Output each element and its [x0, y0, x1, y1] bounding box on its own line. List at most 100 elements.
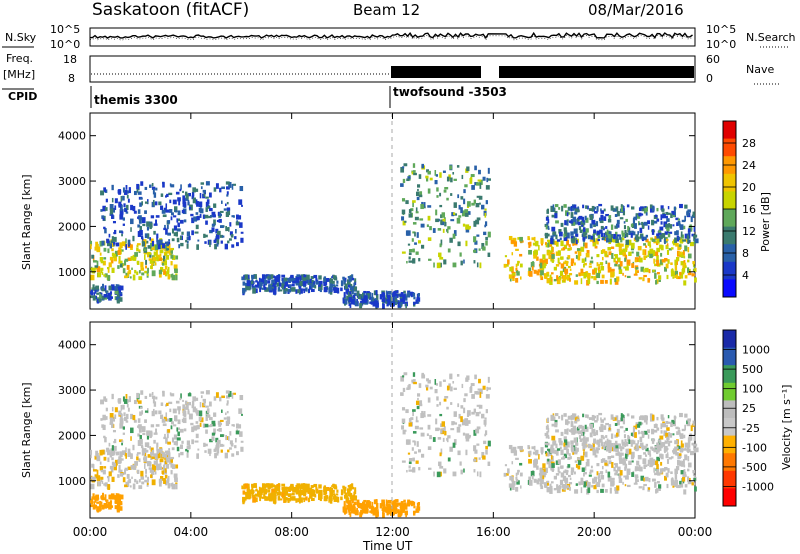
velocity-cell	[119, 418, 124, 424]
velocity-cell	[605, 435, 608, 438]
velocity-cell	[600, 441, 604, 447]
velocity-cell	[440, 423, 443, 428]
power-cell	[546, 239, 551, 242]
velocity-cell	[511, 482, 515, 488]
power-cell	[440, 219, 443, 225]
power-cell	[679, 224, 684, 230]
power-cell	[165, 229, 168, 235]
velocity-cell	[282, 496, 284, 499]
power-cell	[539, 258, 544, 264]
velocity-cell	[600, 474, 605, 480]
velocity-cell	[654, 445, 657, 449]
velocity-cell	[158, 448, 163, 454]
power-cell	[660, 252, 663, 257]
velocity-cell	[574, 420, 578, 424]
velocity-cell	[584, 451, 588, 458]
power-cell	[90, 240, 93, 246]
power-cell	[460, 207, 463, 214]
velocity-cell	[598, 472, 600, 478]
velocity-cell	[295, 490, 299, 495]
velocity-cell	[693, 475, 696, 478]
velocity-cell	[645, 454, 648, 457]
velocity-cell	[103, 466, 107, 469]
power-cell	[570, 247, 572, 251]
velocity-cell	[92, 504, 96, 510]
power-cell	[546, 233, 550, 237]
velocity-cell	[364, 511, 369, 514]
velocity-cell	[399, 511, 402, 515]
power-cell	[596, 230, 600, 236]
velocity-cell	[178, 409, 181, 415]
velocity-cell	[679, 432, 681, 437]
velocity-cell	[319, 497, 322, 502]
velocity-cell	[674, 468, 677, 475]
power-cell	[626, 275, 631, 279]
velocity-cell	[608, 447, 612, 450]
velocity-cell	[667, 468, 670, 473]
velocity-cell	[415, 508, 418, 513]
power-cell	[412, 163, 416, 168]
power-cell	[625, 218, 628, 222]
power-cell	[418, 257, 421, 262]
velocity-cell	[329, 490, 334, 497]
power-cell	[100, 267, 104, 271]
velocity-cell	[175, 482, 178, 485]
power-cell	[577, 206, 580, 209]
velocity-cell	[412, 431, 417, 434]
velocity-cell	[470, 383, 475, 387]
velocity-cell	[615, 469, 618, 473]
power-cell	[654, 236, 657, 240]
velocity-cell	[679, 480, 682, 485]
power-cell	[196, 201, 199, 207]
power-cell	[178, 200, 181, 206]
power-cell	[562, 247, 566, 251]
velocity-cell	[610, 442, 614, 448]
power-cell	[630, 223, 633, 227]
velocity-cell	[153, 401, 157, 407]
velocity-cell	[640, 415, 644, 418]
power-cell	[156, 233, 159, 239]
velocity-cell	[578, 424, 583, 429]
power-cell	[269, 288, 273, 293]
velocity-cell	[470, 385, 473, 391]
velocity-cell	[154, 410, 158, 415]
power-cell	[565, 260, 569, 267]
power-cell	[251, 282, 254, 288]
power-cell	[442, 170, 446, 173]
velocity-cell	[267, 483, 271, 487]
power-cell	[476, 234, 480, 237]
velocity-cell	[440, 428, 443, 434]
power-cell	[126, 264, 130, 270]
power-cell	[479, 179, 483, 185]
power-cell	[456, 217, 461, 224]
power-cell	[687, 271, 692, 276]
power-cell	[471, 202, 475, 206]
power-cell	[666, 218, 670, 222]
velocity-cell	[518, 469, 520, 473]
power-cell	[426, 169, 430, 173]
power-cell	[194, 188, 199, 192]
power-cell	[638, 277, 642, 280]
power-cell	[228, 238, 232, 241]
power-cell	[427, 188, 431, 194]
velocity-cell	[600, 434, 604, 439]
velocity-cell	[600, 419, 605, 423]
velocity-cell	[575, 463, 578, 468]
velocity-cell	[332, 493, 336, 496]
power-cell	[517, 237, 520, 240]
velocity-cell	[274, 489, 278, 494]
velocity-cell	[649, 416, 654, 422]
power-cell	[660, 221, 663, 225]
power-cell	[515, 267, 518, 271]
velocity-cell	[447, 435, 451, 439]
velocity-cell	[624, 453, 627, 459]
power-cell	[173, 264, 178, 269]
velocity-cell	[303, 494, 306, 497]
velocity-cell	[216, 428, 219, 432]
power-cell	[263, 279, 268, 286]
power-cell	[169, 199, 172, 204]
velocity-cell	[150, 455, 153, 461]
velocity-cell	[439, 401, 442, 406]
velocity-cell	[437, 437, 442, 440]
power-cell	[412, 222, 417, 225]
